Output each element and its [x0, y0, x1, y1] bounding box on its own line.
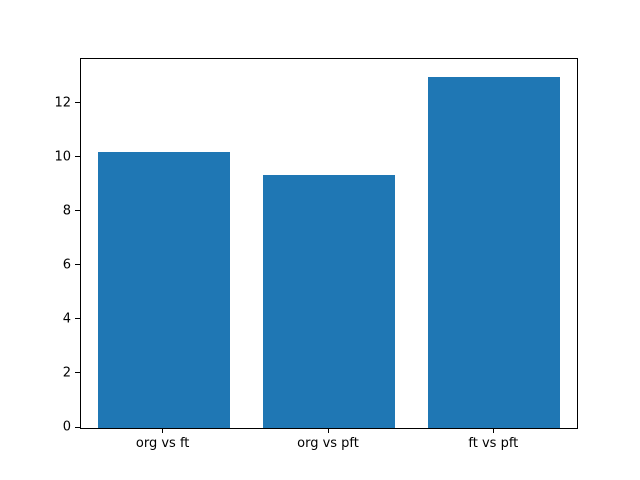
y-tick-mark [75, 156, 80, 158]
y-tick-label: 0 [62, 419, 71, 435]
y-tick-mark [75, 264, 80, 266]
y-tick-label: 4 [62, 311, 71, 327]
bar [97, 152, 230, 428]
y-tick-label: 8 [62, 203, 71, 219]
x-tick-label: org vs ft [135, 436, 190, 451]
x-tick-label: ft vs pft [468, 436, 519, 451]
y-tick-label: 6 [62, 257, 71, 273]
bar [428, 76, 561, 428]
y-tick-label: 12 [54, 95, 71, 111]
x-tick-label: org vs pft [297, 436, 359, 451]
y-tick-mark [75, 318, 80, 320]
y-tick-mark [75, 426, 80, 428]
x-tick-mark [327, 428, 329, 433]
x-tick-mark [492, 428, 494, 433]
plot-area [80, 58, 578, 429]
y-tick-mark [75, 210, 80, 212]
x-tick-mark [162, 428, 164, 433]
bar [262, 175, 396, 428]
y-tick-label: 2 [62, 365, 71, 381]
y-tick-mark [75, 372, 80, 374]
y-tick-mark [75, 102, 80, 104]
y-tick-label: 10 [54, 149, 71, 165]
